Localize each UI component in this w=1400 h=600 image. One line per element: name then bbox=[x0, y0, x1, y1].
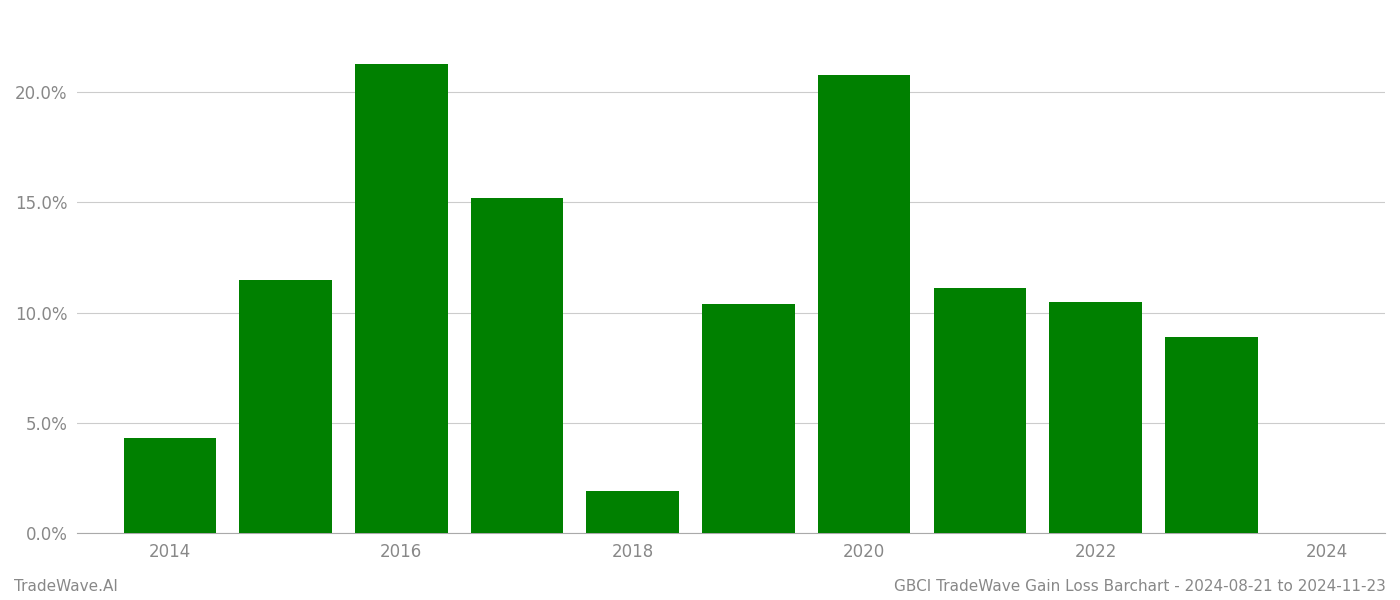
Bar bbox=[587, 491, 679, 533]
Bar bbox=[123, 439, 216, 533]
Bar bbox=[239, 280, 332, 533]
Bar bbox=[470, 198, 563, 533]
Bar bbox=[1050, 302, 1142, 533]
Bar bbox=[1165, 337, 1257, 533]
Bar bbox=[934, 289, 1026, 533]
Bar bbox=[703, 304, 795, 533]
Text: TradeWave.AI: TradeWave.AI bbox=[14, 579, 118, 594]
Text: GBCI TradeWave Gain Loss Barchart - 2024-08-21 to 2024-11-23: GBCI TradeWave Gain Loss Barchart - 2024… bbox=[895, 579, 1386, 594]
Bar bbox=[818, 74, 910, 533]
Bar bbox=[356, 64, 448, 533]
